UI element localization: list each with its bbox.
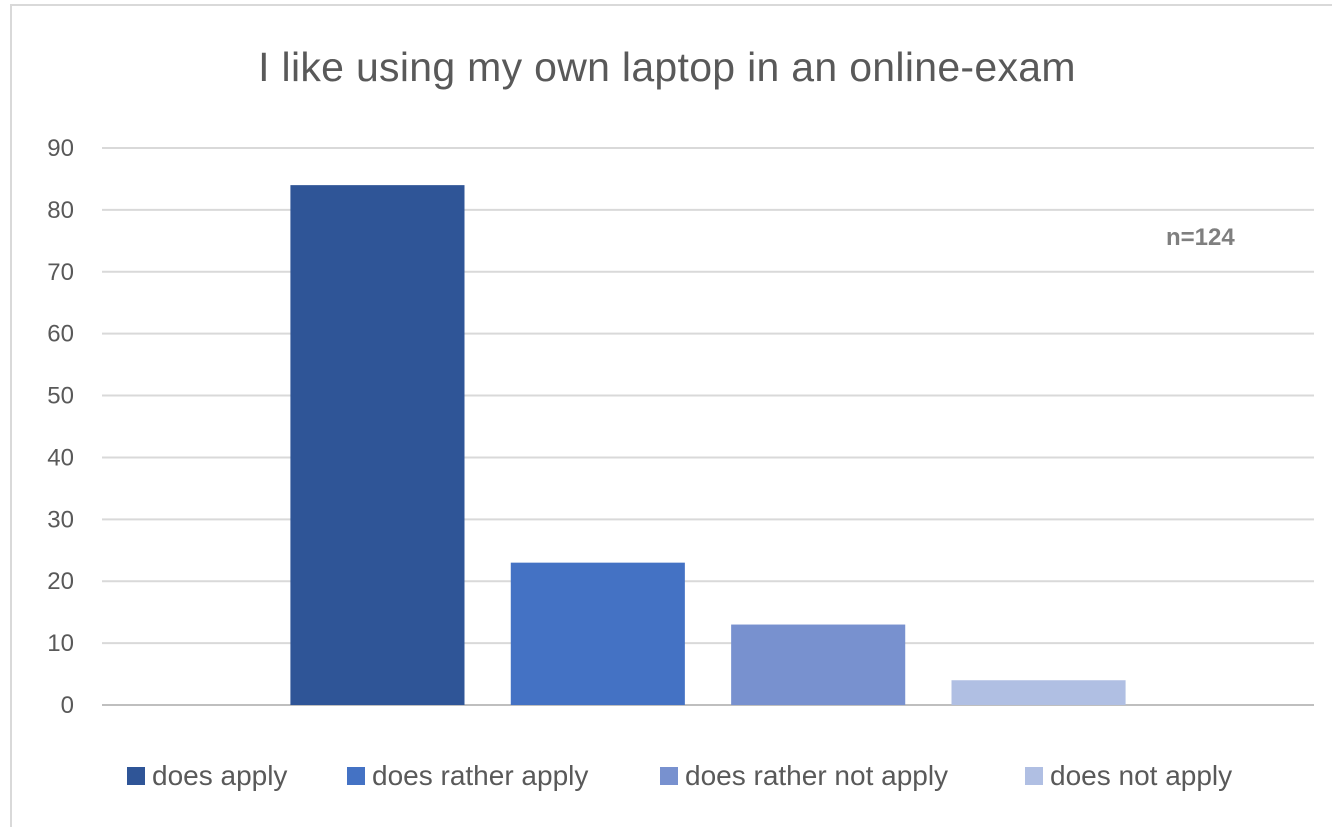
y-tick-label: 10: [47, 630, 74, 657]
legend-item: does rather not apply: [660, 760, 948, 792]
y-tick-label: 50: [47, 383, 74, 410]
legend-swatch: [347, 767, 365, 785]
y-tick-label: 80: [47, 197, 74, 224]
legend-label: does apply: [152, 760, 288, 791]
bar-does-apply: [290, 185, 465, 706]
sample-size-annotation: n=124: [1166, 224, 1235, 251]
gridlines: [102, 147, 1314, 706]
y-tick-label: 70: [47, 259, 74, 286]
bar-does-not-apply: [951, 680, 1126, 705]
legend-item: does apply: [127, 760, 287, 792]
y-tick-label: 30: [47, 506, 74, 533]
legend: does apply does rather apply does rather n…: [0, 760, 1334, 796]
y-tick-label: 60: [47, 321, 74, 348]
legend-swatch: [1025, 767, 1043, 785]
y-tick-label: 90: [47, 135, 74, 162]
bar-does-rather-not-apply: [731, 624, 906, 705]
legend-swatch: [660, 767, 678, 785]
legend-label: does rather not apply: [685, 760, 949, 791]
legend-item: does not apply: [1025, 760, 1232, 792]
y-tick-label: 0: [61, 692, 74, 719]
legend-item: does rather apply: [347, 760, 588, 792]
bar-does-rather-apply: [510, 562, 685, 705]
chart-title: I like using my own laptop in an online-…: [258, 44, 1076, 90]
legend-swatch: [127, 767, 145, 785]
y-axis-tick-labels: 0 10 20 30 40 50 60 70 80 90: [47, 135, 74, 719]
bars: [290, 185, 1126, 706]
y-tick-label: 20: [47, 568, 74, 595]
legend-label: does rather apply: [372, 760, 589, 791]
y-tick-label: 40: [47, 444, 74, 471]
legend-label: does not apply: [1050, 760, 1233, 791]
